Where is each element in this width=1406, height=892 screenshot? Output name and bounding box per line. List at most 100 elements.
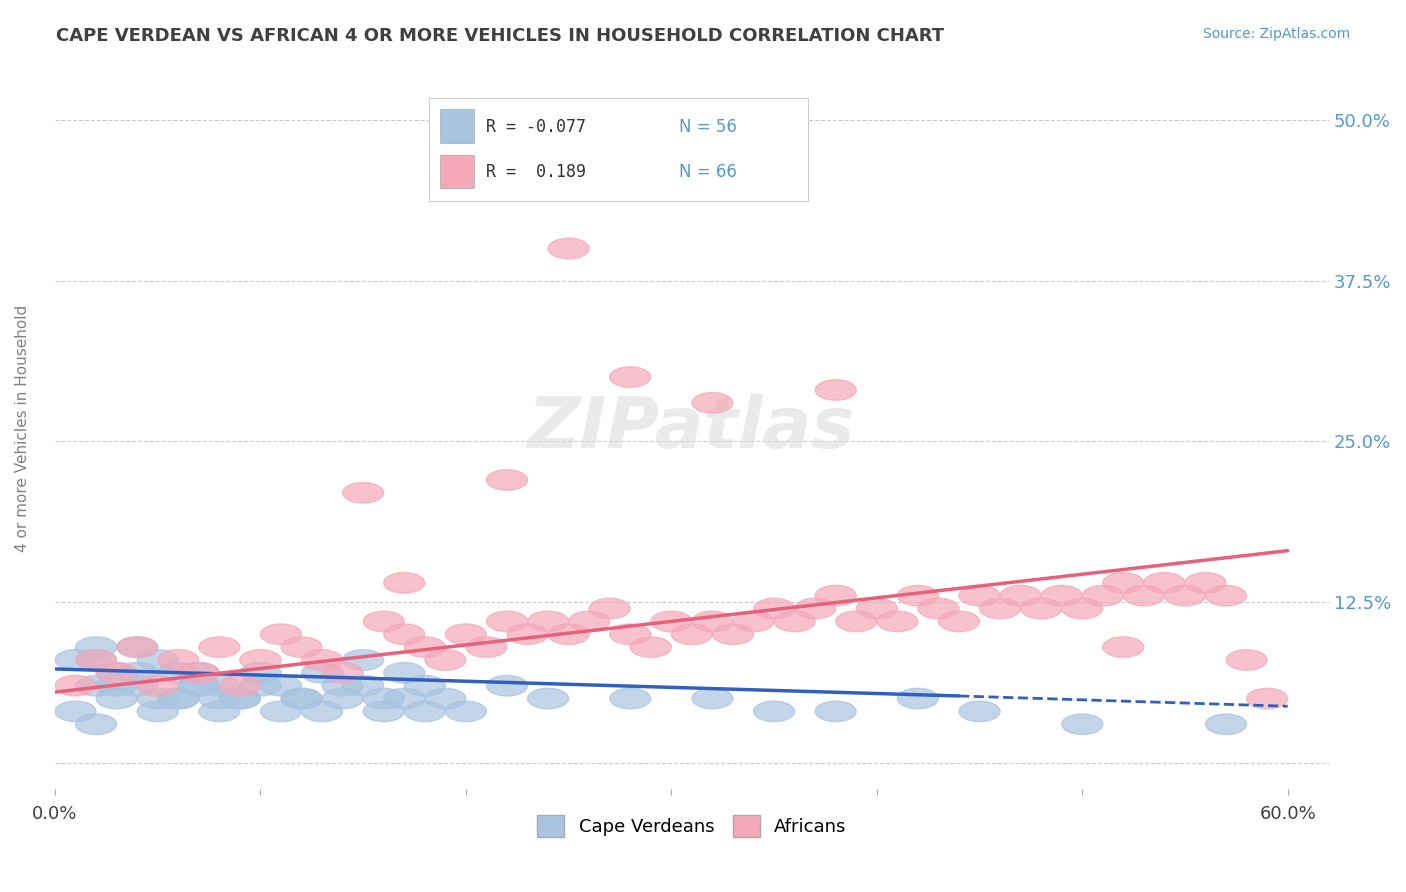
Ellipse shape <box>301 649 343 670</box>
Ellipse shape <box>754 701 794 722</box>
Ellipse shape <box>959 701 1000 722</box>
Ellipse shape <box>610 689 651 709</box>
Ellipse shape <box>343 649 384 670</box>
Ellipse shape <box>548 238 589 259</box>
Ellipse shape <box>55 649 96 670</box>
Ellipse shape <box>589 599 630 619</box>
Ellipse shape <box>775 611 815 632</box>
Ellipse shape <box>1062 599 1102 619</box>
Ellipse shape <box>568 611 610 632</box>
Ellipse shape <box>219 689 260 709</box>
Bar <box>440 154 474 188</box>
Ellipse shape <box>198 637 240 657</box>
Ellipse shape <box>157 649 198 670</box>
Ellipse shape <box>96 675 138 696</box>
Ellipse shape <box>856 599 897 619</box>
Ellipse shape <box>240 663 281 683</box>
Ellipse shape <box>671 624 713 645</box>
Ellipse shape <box>198 675 240 696</box>
Ellipse shape <box>692 689 733 709</box>
Ellipse shape <box>692 611 733 632</box>
Ellipse shape <box>384 573 425 593</box>
Ellipse shape <box>486 675 527 696</box>
Ellipse shape <box>198 701 240 722</box>
Ellipse shape <box>425 689 465 709</box>
Ellipse shape <box>157 663 198 683</box>
Ellipse shape <box>1144 573 1185 593</box>
Ellipse shape <box>240 675 281 696</box>
Ellipse shape <box>117 675 157 696</box>
Y-axis label: 4 or more Vehicles in Household: 4 or more Vehicles in Household <box>15 305 30 552</box>
Ellipse shape <box>198 689 240 709</box>
Ellipse shape <box>384 663 425 683</box>
Ellipse shape <box>96 689 138 709</box>
Ellipse shape <box>692 392 733 413</box>
Ellipse shape <box>1062 714 1102 734</box>
Ellipse shape <box>260 624 301 645</box>
Ellipse shape <box>55 701 96 722</box>
Ellipse shape <box>76 675 117 696</box>
Ellipse shape <box>405 675 446 696</box>
Text: ZIPatlas: ZIPatlas <box>529 394 856 463</box>
Ellipse shape <box>76 637 117 657</box>
Ellipse shape <box>117 637 157 657</box>
Ellipse shape <box>281 689 322 709</box>
Ellipse shape <box>219 675 260 696</box>
Ellipse shape <box>815 380 856 401</box>
Ellipse shape <box>1102 637 1144 657</box>
Ellipse shape <box>322 675 363 696</box>
Ellipse shape <box>610 367 651 387</box>
Ellipse shape <box>548 624 589 645</box>
Ellipse shape <box>713 624 754 645</box>
Ellipse shape <box>384 689 425 709</box>
Ellipse shape <box>835 611 877 632</box>
Ellipse shape <box>486 470 527 491</box>
Ellipse shape <box>179 675 219 696</box>
Ellipse shape <box>240 649 281 670</box>
Ellipse shape <box>1021 599 1062 619</box>
Text: R = -0.077: R = -0.077 <box>486 118 586 136</box>
Ellipse shape <box>610 624 651 645</box>
Ellipse shape <box>96 663 138 683</box>
Ellipse shape <box>918 599 959 619</box>
Ellipse shape <box>527 611 568 632</box>
Ellipse shape <box>794 599 835 619</box>
Ellipse shape <box>1083 585 1123 606</box>
Ellipse shape <box>405 701 446 722</box>
Ellipse shape <box>754 599 794 619</box>
Ellipse shape <box>508 624 548 645</box>
Ellipse shape <box>815 701 856 722</box>
Ellipse shape <box>630 637 671 657</box>
Ellipse shape <box>384 624 425 645</box>
Ellipse shape <box>363 701 405 722</box>
Ellipse shape <box>651 611 692 632</box>
Text: Source: ZipAtlas.com: Source: ZipAtlas.com <box>1202 27 1350 41</box>
Ellipse shape <box>877 611 918 632</box>
Ellipse shape <box>405 637 446 657</box>
Text: CAPE VERDEAN VS AFRICAN 4 OR MORE VEHICLES IN HOUSEHOLD CORRELATION CHART: CAPE VERDEAN VS AFRICAN 4 OR MORE VEHICL… <box>56 27 945 45</box>
Ellipse shape <box>897 689 938 709</box>
Ellipse shape <box>1226 649 1267 670</box>
Bar <box>440 110 474 144</box>
Ellipse shape <box>76 649 117 670</box>
Ellipse shape <box>1123 585 1164 606</box>
Ellipse shape <box>1040 585 1083 606</box>
Ellipse shape <box>363 689 405 709</box>
Ellipse shape <box>486 611 527 632</box>
Ellipse shape <box>76 714 117 734</box>
Ellipse shape <box>446 701 486 722</box>
Ellipse shape <box>281 637 322 657</box>
Ellipse shape <box>138 675 179 696</box>
Ellipse shape <box>322 689 363 709</box>
Ellipse shape <box>179 675 219 696</box>
Ellipse shape <box>959 585 1000 606</box>
Ellipse shape <box>76 649 117 670</box>
Ellipse shape <box>938 611 980 632</box>
Ellipse shape <box>343 675 384 696</box>
Text: R =  0.189: R = 0.189 <box>486 163 586 181</box>
Ellipse shape <box>138 689 179 709</box>
Ellipse shape <box>179 663 219 683</box>
Ellipse shape <box>260 675 301 696</box>
Ellipse shape <box>446 624 486 645</box>
Ellipse shape <box>815 585 856 606</box>
